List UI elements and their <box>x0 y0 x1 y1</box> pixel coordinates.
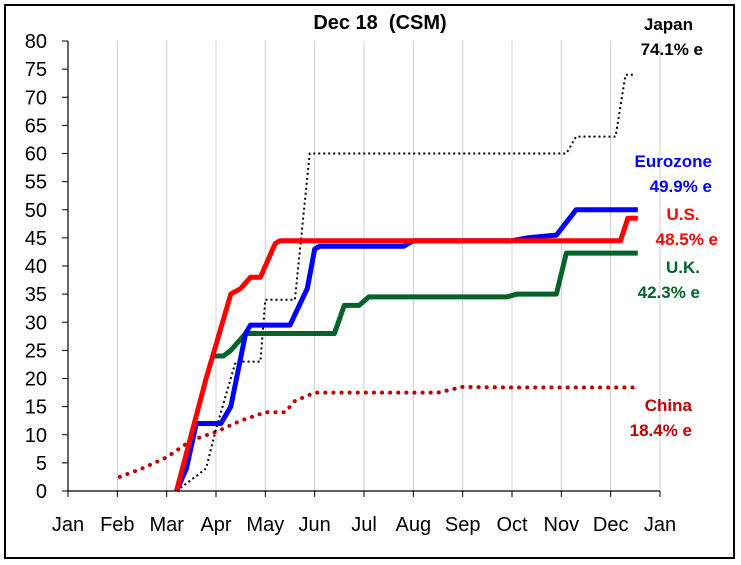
series-label-name: China <box>645 396 693 415</box>
y-tick-label: 10 <box>25 425 47 447</box>
chart-frame <box>4 4 735 559</box>
y-tick-label: 20 <box>25 369 47 391</box>
y-tick-label: 55 <box>25 172 47 194</box>
y-tick-label: 35 <box>25 284 47 306</box>
x-tick-label: Aug <box>396 514 432 536</box>
x-tick-label: Dec <box>593 514 629 536</box>
series-line-china <box>117 384 638 479</box>
y-tick-label: 25 <box>25 340 47 362</box>
series-label-name: Eurozone <box>635 152 712 171</box>
series-line-eurozone <box>174 207 638 493</box>
y-tick-label: 30 <box>25 312 47 334</box>
y-tick-label: 5 <box>36 453 47 475</box>
x-tick-label: Jan <box>644 514 676 536</box>
series-line-japan <box>175 73 633 492</box>
y-tick-label: 80 <box>25 31 47 53</box>
x-tick-label: Jan <box>52 514 84 536</box>
x-tick-label: Sep <box>445 514 481 536</box>
series-label-name: U.S. <box>666 205 699 224</box>
y-tick-label: 70 <box>25 87 47 109</box>
series-label-value: 48.5% e <box>656 230 718 249</box>
chart-title: Dec 18 (CSM) <box>313 12 446 34</box>
y-tick-label: 40 <box>25 256 47 278</box>
x-tick-label: Oct <box>496 514 528 536</box>
series-layer <box>117 73 638 493</box>
y-tick-label: 0 <box>36 481 47 503</box>
series-label-value: 49.9% e <box>650 177 712 196</box>
x-tick-label: Jul <box>351 514 377 536</box>
y-tick-label: 45 <box>25 228 47 250</box>
y-tick-label: 60 <box>25 144 47 166</box>
y-tick-label: 75 <box>25 59 47 81</box>
series-label-value: 18.4% e <box>630 421 692 440</box>
series-label-value: 42.3% e <box>638 283 700 302</box>
series-line-uk <box>211 250 638 359</box>
y-tick-label: 50 <box>25 200 47 222</box>
series-label-name: Japan <box>644 15 693 34</box>
x-tick-label: Nov <box>544 514 580 536</box>
y-tick-label: 65 <box>25 115 47 137</box>
x-tick-label: May <box>246 514 284 536</box>
x-tick-label: Jun <box>299 514 331 536</box>
x-tick-label: Apr <box>200 514 231 536</box>
y-tick-label: 15 <box>25 397 47 419</box>
x-tick-label: Feb <box>100 514 134 536</box>
x-tick-label: Mar <box>149 514 184 536</box>
series-line-us <box>174 215 638 492</box>
series-label-name: U.K. <box>666 258 700 277</box>
series-label-value: 74.1% e <box>641 40 703 59</box>
series-labels: Japan 74.1% e Eurozone 49.9% e U.S. 48.5% e U.… <box>630 15 718 440</box>
axes-layer: Jan Feb Mar Apr May Jun Jul Aug Sep Oct Nov Dec Jan0… <box>25 31 676 536</box>
